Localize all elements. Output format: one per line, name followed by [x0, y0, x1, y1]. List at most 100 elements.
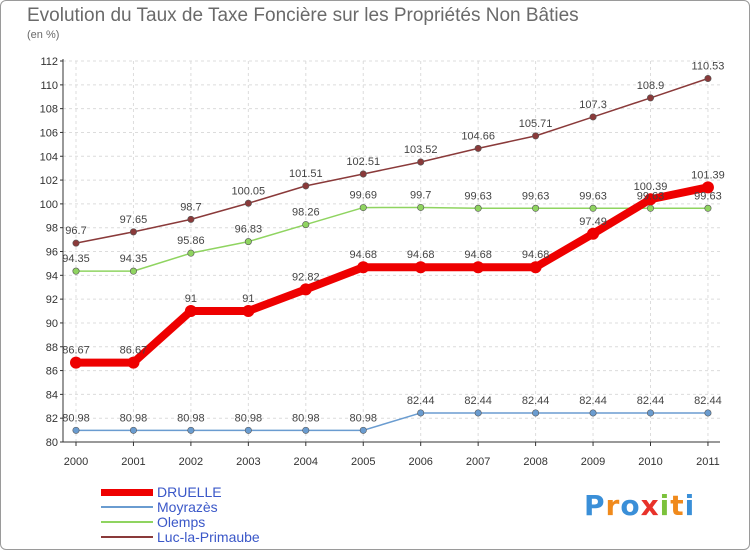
data-label: 103.52 — [404, 144, 438, 156]
data-point — [357, 261, 370, 274]
data-label: 94.68 — [349, 249, 377, 261]
data-label: 82.44 — [464, 395, 492, 407]
data-label: 94.35 — [120, 253, 148, 265]
x-tick-label: 2006 — [408, 456, 432, 468]
data-point — [72, 267, 80, 275]
y-tick-label: 106 — [40, 127, 58, 139]
y-tick-label: 86 — [46, 366, 58, 378]
data-point — [299, 283, 312, 296]
data-point — [474, 144, 482, 152]
data-label: 82.44 — [694, 395, 722, 407]
data-label: 86.67 — [120, 345, 148, 357]
y-tick-label: 92 — [46, 294, 58, 306]
legend-swatch-luc-la-primaube — [101, 536, 153, 538]
chart-unit: (en %) — [27, 29, 60, 41]
data-label: 99.7 — [410, 189, 431, 201]
data-point — [302, 182, 310, 190]
data-label: 101.51 — [289, 168, 323, 180]
y-tick-label: 104 — [40, 151, 58, 163]
data-point — [417, 158, 425, 166]
data-label: 101.39 — [691, 169, 725, 181]
legend-label-olemps: Olemps — [157, 514, 206, 530]
y-tick-label: 82 — [46, 413, 58, 425]
data-point — [589, 409, 597, 417]
data-point — [417, 409, 425, 417]
data-label: 99.63 — [464, 190, 492, 202]
x-tick-label: 2010 — [638, 456, 662, 468]
data-label: 99.63 — [637, 190, 665, 202]
x-tick-label: 2011 — [696, 456, 720, 468]
y-tick-label: 108 — [40, 104, 58, 116]
data-label: 98.7 — [180, 201, 201, 213]
data-point — [417, 203, 425, 211]
proxiti-logo: Proxiti — [584, 489, 695, 522]
data-point — [127, 356, 140, 369]
y-tick-label: 90 — [46, 318, 58, 330]
data-point — [532, 204, 540, 212]
y-tick-label: 80 — [46, 437, 58, 449]
data-point — [72, 426, 80, 434]
data-point — [646, 409, 654, 417]
logo-letter: i — [659, 489, 671, 522]
data-label: 104.66 — [461, 130, 495, 142]
logo-letter: P — [584, 489, 606, 522]
data-point — [187, 249, 195, 257]
logo-letter: r — [605, 489, 621, 522]
data-point — [70, 356, 82, 369]
data-label: 97.65 — [120, 214, 148, 226]
series-line-1 — [75, 412, 709, 432]
data-point — [414, 261, 427, 274]
data-point — [244, 238, 252, 246]
data-label: 80.98 — [349, 412, 377, 424]
x-tick-label: 2007 — [466, 456, 490, 468]
data-point — [242, 305, 255, 318]
logo-letter: t — [670, 489, 685, 522]
data-label: 82.44 — [407, 395, 435, 407]
data-point — [646, 94, 654, 102]
data-point — [701, 181, 714, 194]
data-point — [302, 221, 310, 229]
data-point — [129, 426, 137, 434]
data-point — [704, 409, 712, 417]
data-point — [187, 215, 195, 223]
data-point — [187, 426, 195, 434]
data-label: 80.98 — [120, 412, 148, 424]
logo-letter: i — [684, 489, 696, 522]
data-label: 102.51 — [346, 156, 380, 168]
series-line-3 — [75, 77, 709, 244]
x-tick-label: 2002 — [179, 456, 203, 468]
series-line-2 — [75, 206, 709, 272]
data-point — [646, 204, 654, 212]
data-point — [532, 132, 540, 140]
y-tick-label: 100 — [40, 199, 58, 211]
data-point — [644, 193, 657, 206]
data-label: 95.86 — [177, 235, 205, 247]
data-point — [529, 261, 542, 274]
data-label: 99.63 — [522, 190, 550, 202]
data-label: 99.69 — [349, 190, 377, 202]
data-label: 97.49 — [579, 216, 607, 228]
x-tick-label: 2009 — [581, 456, 605, 468]
y-tick-label: 84 — [46, 389, 58, 401]
data-label: 94.68 — [464, 249, 492, 261]
data-label: 82.44 — [522, 395, 550, 407]
data-point — [704, 204, 712, 212]
y-tick-label: 98 — [46, 223, 58, 235]
data-point — [244, 426, 252, 434]
legend-swatch-druelle — [101, 489, 153, 496]
data-label: 105.71 — [519, 118, 553, 130]
x-tick-label: 2005 — [351, 456, 375, 468]
data-label: 96.83 — [235, 224, 263, 236]
series-line-0 — [72, 183, 712, 367]
data-label: 99.63 — [694, 190, 722, 202]
data-label: 100.39 — [634, 181, 668, 193]
data-label: 99.63 — [579, 190, 607, 202]
data-point — [129, 228, 137, 236]
data-label: 86.67 — [62, 345, 90, 357]
data-point — [474, 204, 482, 212]
x-tick-label: 2004 — [294, 456, 318, 468]
data-point — [359, 204, 367, 212]
data-label: 80.98 — [62, 412, 90, 424]
data-point — [359, 426, 367, 434]
